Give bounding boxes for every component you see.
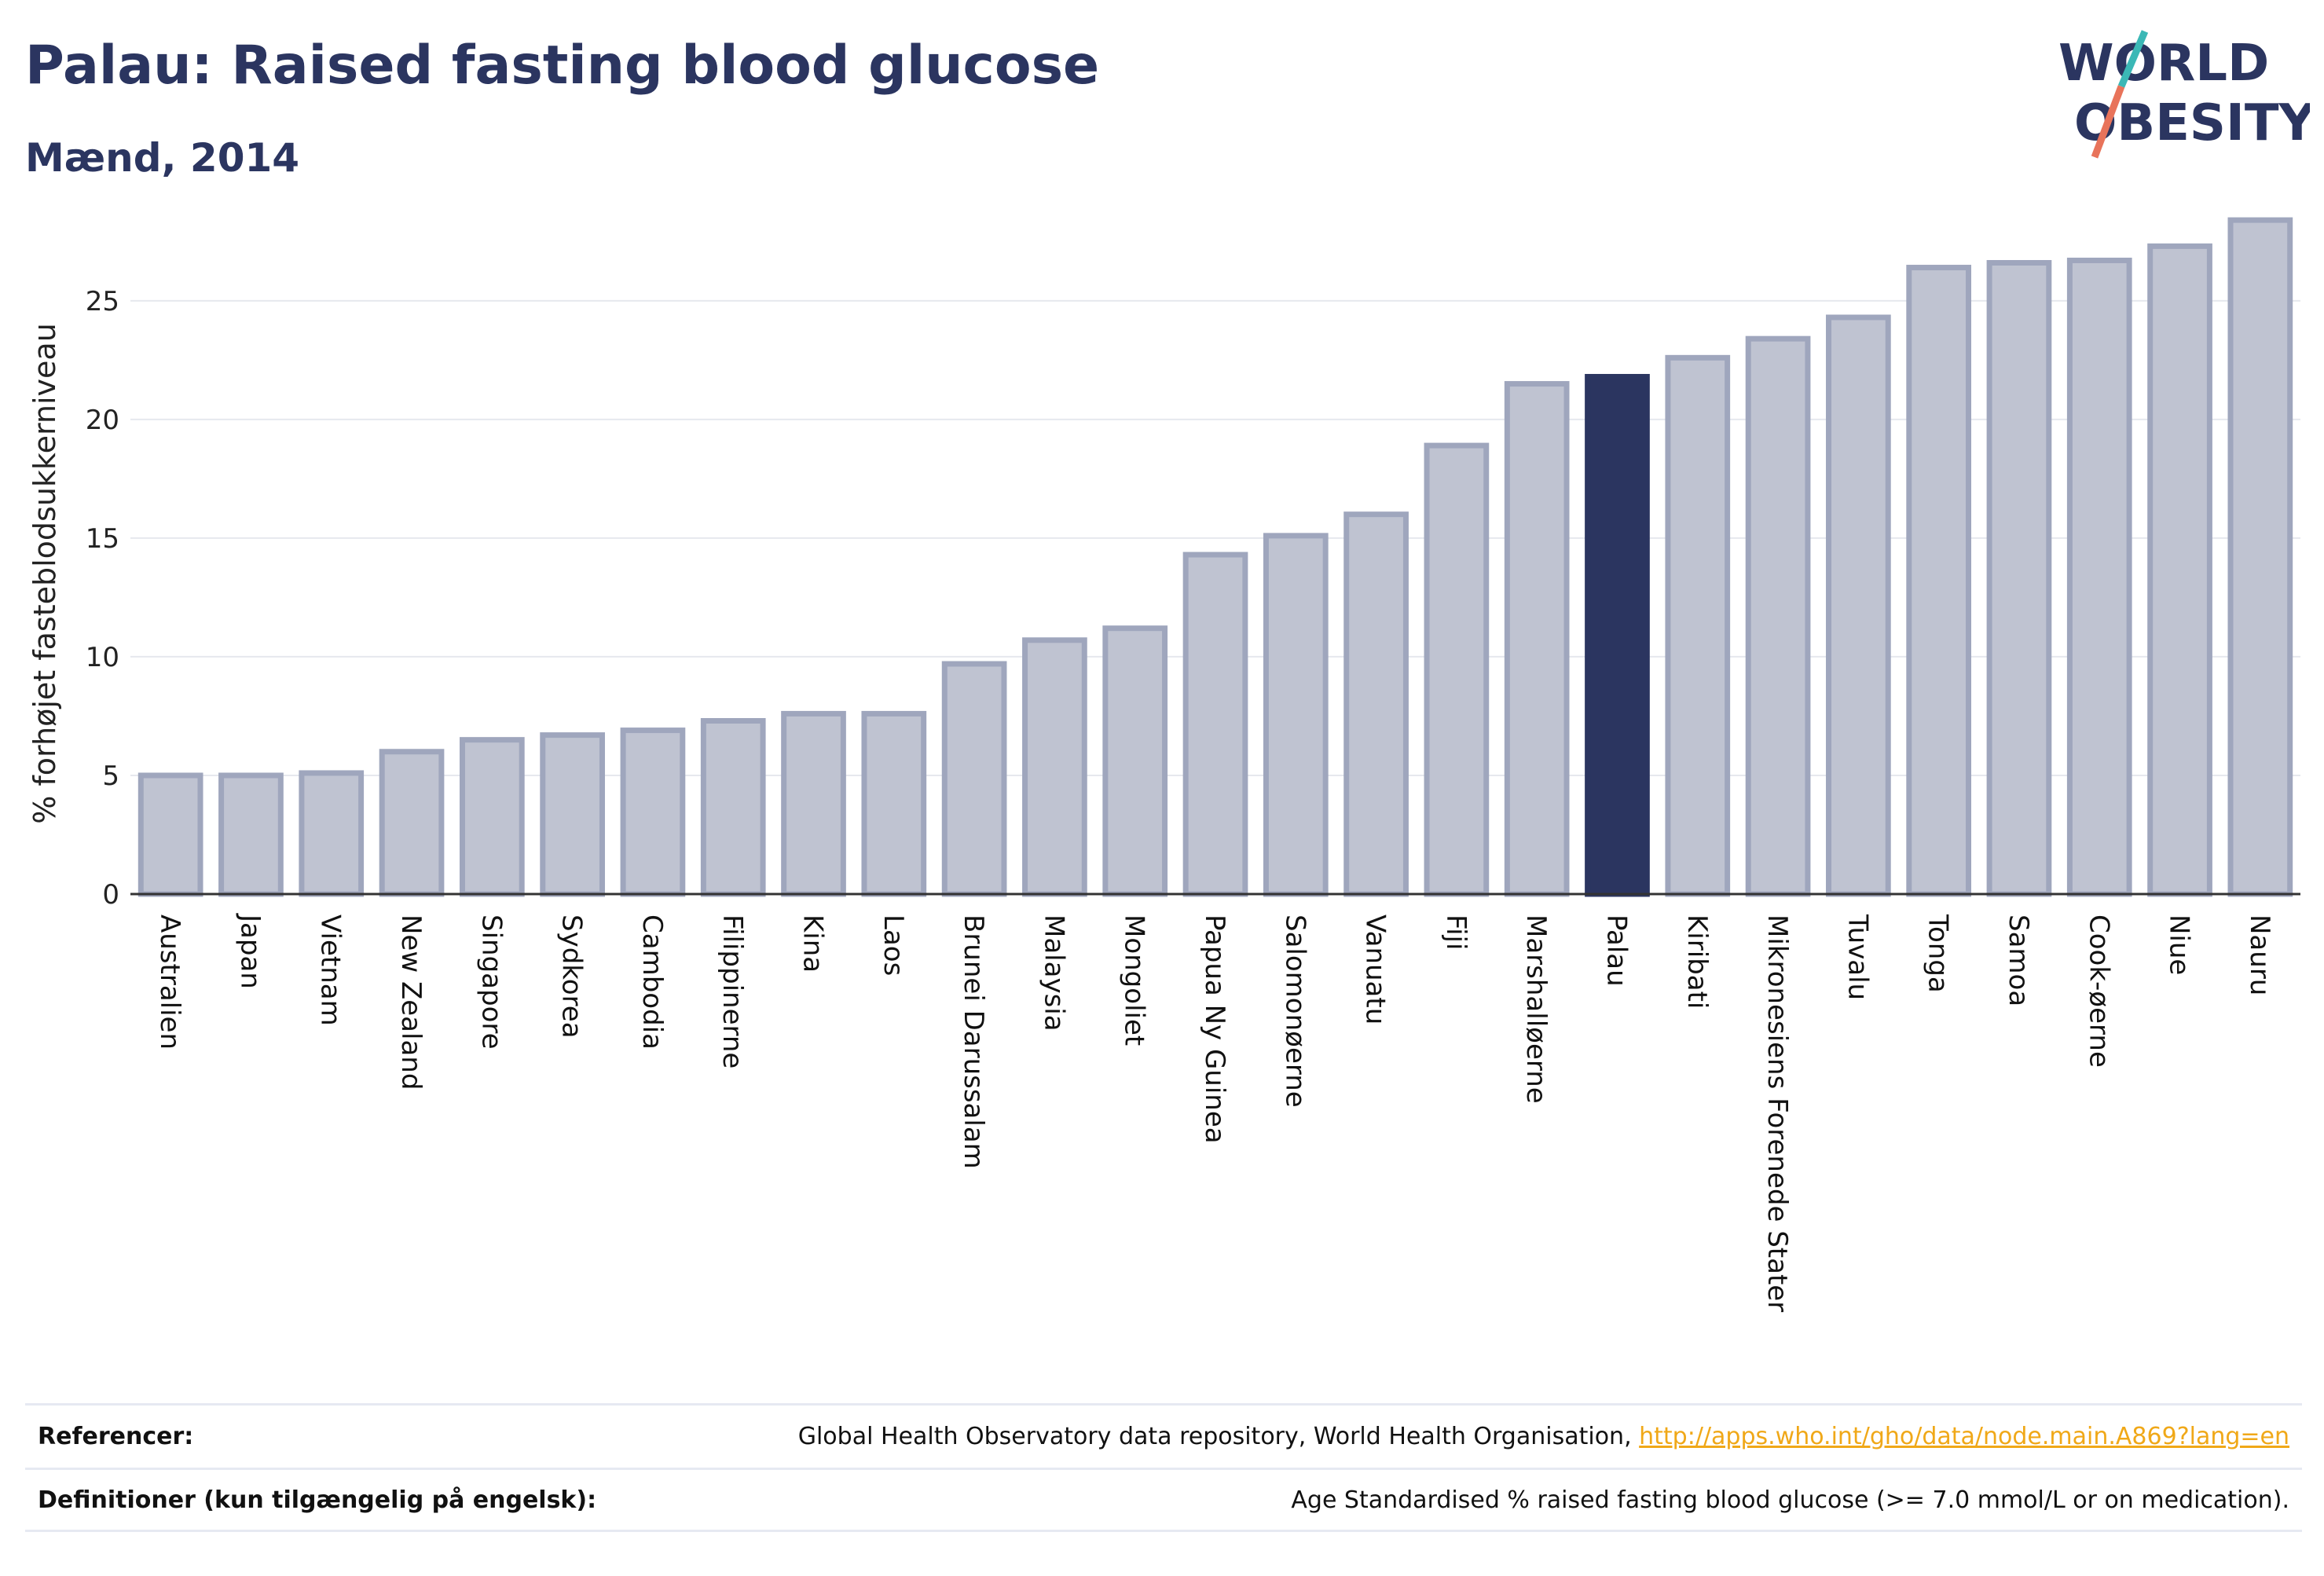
bar-niue xyxy=(2147,243,2212,897)
x-tick-label: Marshalløerne xyxy=(1520,914,1552,1104)
x-tick-label: Filippinerne xyxy=(717,914,748,1068)
bar-kina xyxy=(781,710,846,897)
x-tick-label: Brunei Darussalam xyxy=(958,914,989,1169)
bar-japan xyxy=(218,772,284,897)
x-tick-label: Vietnam xyxy=(315,914,346,1026)
x-tick-label: Japan xyxy=(234,913,266,989)
bar-new-zealand xyxy=(379,749,445,897)
x-tick-label: Australien xyxy=(154,914,185,1050)
y-tick-label: 5 xyxy=(102,761,119,792)
x-tick-label: Salomonøerne xyxy=(1279,914,1310,1108)
x-tick-label: Sydkorea xyxy=(556,914,588,1039)
x-tick-label: Papua Ny Guinea xyxy=(1199,914,1230,1144)
x-tick-label: Singapore xyxy=(475,914,507,1050)
bar-tonga xyxy=(1906,265,1972,897)
bar-marshalløerne xyxy=(1504,381,1570,897)
x-tick-label: Mongoliet xyxy=(1119,914,1150,1046)
world-obesity-logo: WORLD OBESITY xyxy=(2058,30,2310,159)
bar-cook-øerne xyxy=(2066,257,2132,897)
x-tick-label: Laos xyxy=(878,914,909,976)
definitions-row: Definitioner (kun tilgængelig på engelsk… xyxy=(25,1468,2302,1532)
y-tick-label: 10 xyxy=(86,642,119,673)
y-axis-label: % forhøjet fasteblodsukkerniveau xyxy=(27,323,62,824)
page-title: Palau: Raised fasting blood glucose xyxy=(25,35,1100,97)
bar-malaysia xyxy=(1022,637,1087,897)
bar-cambodia xyxy=(620,728,686,897)
x-tick-label: New Zealand xyxy=(395,914,427,1090)
bar-mongoliet xyxy=(1102,625,1168,897)
bar-vietnam xyxy=(299,770,365,897)
bar-fiji xyxy=(1424,442,1490,897)
bar-nauru xyxy=(2227,217,2293,897)
x-tick-label: Fiji xyxy=(1440,914,1472,950)
references-value: Global Health Observatory data repositor… xyxy=(798,1423,2289,1450)
bar-chart: 0 5 10 15 20 25 % forhøjet fasteblodsukkernive… xyxy=(27,217,2300,1312)
y-tick-label: 15 xyxy=(86,523,119,555)
bar-filippinerne xyxy=(700,717,766,897)
x-tick-label: Cambodia xyxy=(636,914,668,1050)
bar-samoa xyxy=(1986,259,2052,897)
x-tick-label: Cook-øerne xyxy=(2083,914,2114,1068)
bar-vanuatu xyxy=(1343,511,1409,897)
x-tick-label: Malaysia xyxy=(1038,914,1069,1032)
bar-brunei-darussalam xyxy=(941,661,1007,897)
x-tick-label: Nauru xyxy=(2244,914,2275,995)
x-tick-label: Samoa xyxy=(2003,914,2034,1006)
x-tick-label: Tonga xyxy=(1923,914,1954,993)
bar-tuvalu xyxy=(1826,314,1891,897)
bar-mikronesiens-forenede-stater xyxy=(1745,335,1811,897)
y-tick-label: 0 xyxy=(102,879,119,911)
logo-slash-red xyxy=(2091,85,2125,159)
logo-line1: WORLD xyxy=(2058,35,2269,93)
bar-singapore xyxy=(459,737,525,897)
x-tick-label: Kiribati xyxy=(1681,914,1713,1009)
references-row: Referencer: Global Health Observatory da… xyxy=(25,1403,2302,1468)
references-label: Referencer: xyxy=(38,1423,194,1450)
x-tick-label: Niue xyxy=(2164,914,2195,975)
bar-sydkorea xyxy=(540,732,605,897)
y-tick-label: 20 xyxy=(86,405,119,436)
x-tick-label: Vanuatu xyxy=(1360,914,1391,1024)
definitions-label: Definitioner (kun tilgængelig på engelsk… xyxy=(38,1486,597,1514)
x-tick-label: Tuvalu xyxy=(1842,914,1873,1000)
bar-australien xyxy=(137,772,203,897)
logo-slash-teal xyxy=(2117,30,2149,88)
bar-kiribati xyxy=(1665,354,1731,897)
y-tick-label: 25 xyxy=(86,286,119,317)
bar-papua-ny-guinea xyxy=(1182,552,1248,897)
x-tick-label: Palau xyxy=(1600,914,1632,987)
bar-salomonøerne xyxy=(1263,533,1329,897)
references-link[interactable]: http://apps.who.int/gho/data/node.main.A… xyxy=(1639,1423,2289,1450)
bar-laos xyxy=(861,710,927,897)
footer-table: Referencer: Global Health Observatory da… xyxy=(25,1403,2302,1532)
x-tick-label: Mikronesiens Forenede Stater xyxy=(1761,914,1793,1312)
references-text: Global Health Observatory data repositor… xyxy=(797,1423,1640,1450)
x-tick-label: Kina xyxy=(797,914,829,973)
page-subtitle: Mænd, 2014 xyxy=(25,135,300,181)
definitions-text: Age Standardised % raised fasting blood … xyxy=(1291,1486,2289,1514)
bar-palau xyxy=(1585,373,1650,897)
